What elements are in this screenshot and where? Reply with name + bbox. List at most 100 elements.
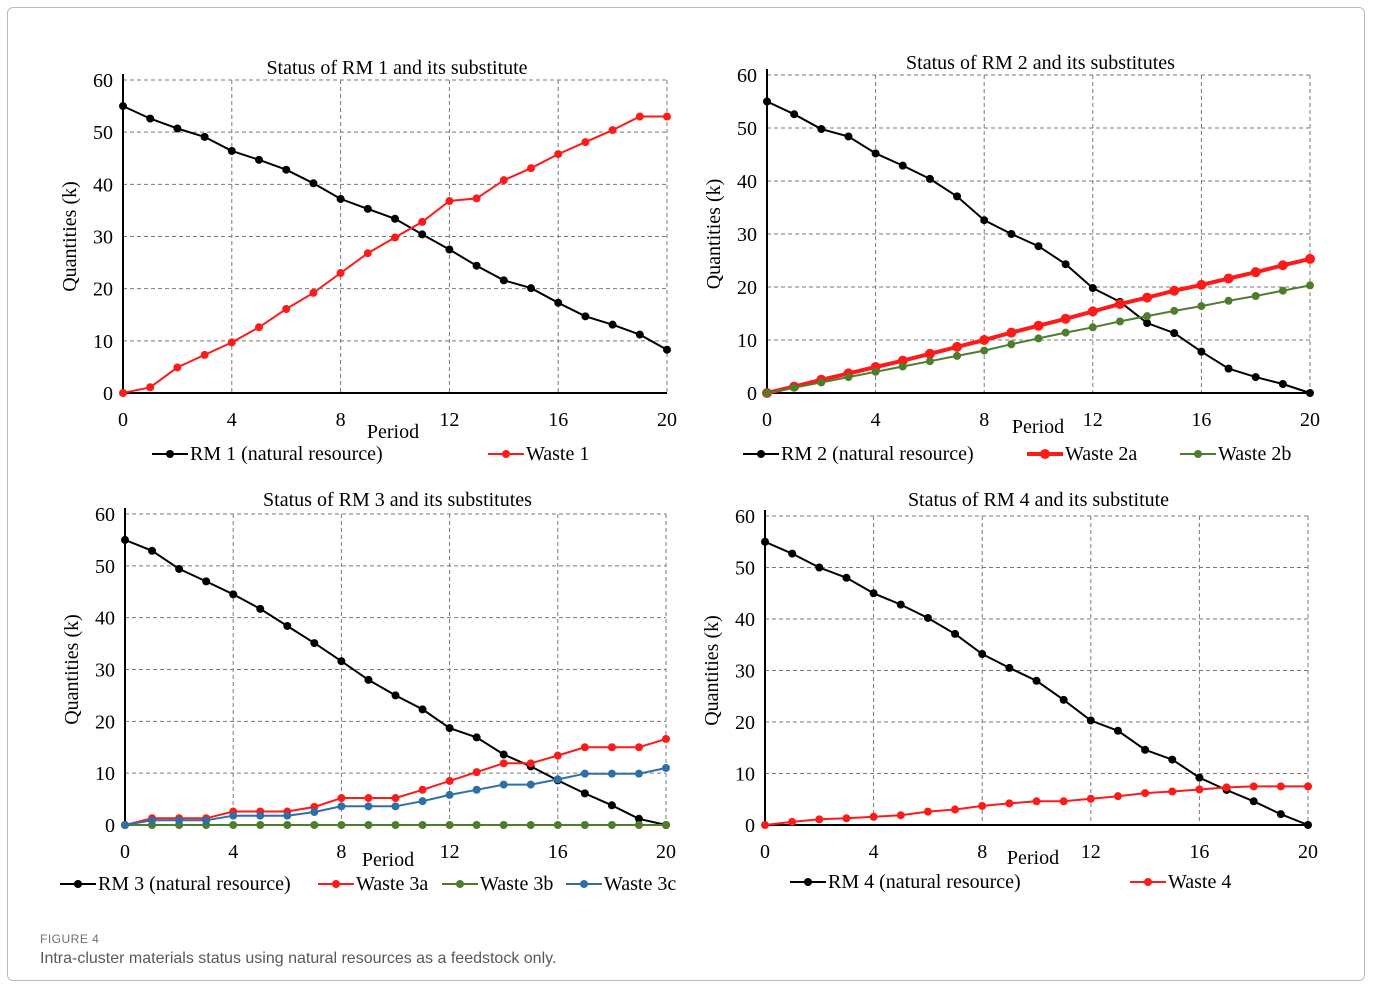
data-point xyxy=(1304,782,1312,791)
x-tick-label: 20 xyxy=(656,841,676,863)
data-point xyxy=(662,734,670,743)
x-tick-label: 20 xyxy=(1300,409,1320,431)
data-point xyxy=(418,217,427,226)
data-point xyxy=(978,650,987,659)
y-tick-label: 50 xyxy=(735,558,755,580)
data-point xyxy=(980,346,989,355)
data-point xyxy=(119,389,127,397)
data-point xyxy=(363,249,372,258)
data-point xyxy=(445,197,454,206)
legend-marker xyxy=(166,450,174,458)
data-point xyxy=(1196,279,1207,290)
data-point xyxy=(337,802,346,811)
legend-label: RM 1 (natural resource) xyxy=(190,443,383,465)
legend-label: Waste 2b xyxy=(1218,443,1291,465)
y-tick-label: 20 xyxy=(735,712,755,734)
legend-item: Waste 1 xyxy=(488,443,589,465)
data-point xyxy=(581,312,590,321)
data-point xyxy=(1113,792,1122,801)
data-point xyxy=(1005,663,1014,672)
x-tick-label: 8 xyxy=(336,409,346,431)
data-point xyxy=(499,750,508,759)
data-point xyxy=(817,125,826,134)
x-tick-label: 4 xyxy=(869,841,879,863)
data-point xyxy=(227,146,236,155)
y-tick-label: 50 xyxy=(737,118,757,140)
data-point xyxy=(608,126,617,135)
x-tick-label: 12 xyxy=(439,409,459,431)
legend-marker xyxy=(804,878,812,886)
data-point xyxy=(1170,306,1179,315)
data-point xyxy=(923,613,932,622)
data-point xyxy=(925,174,934,183)
x-tick-label: 4 xyxy=(227,409,237,431)
data-point xyxy=(1278,379,1287,388)
data-point xyxy=(842,814,851,823)
data-point xyxy=(1169,285,1180,296)
x-tick-label: 12 xyxy=(1081,841,1101,863)
data-point xyxy=(607,821,616,829)
data-point xyxy=(788,817,797,826)
x-tick-label: 8 xyxy=(977,841,987,863)
y-tick-label: 0 xyxy=(745,815,755,837)
data-point xyxy=(472,785,481,794)
data-point xyxy=(1032,797,1041,806)
chart-panel-1: 0 10 20 30 40 50 60 0 4 8 12 16 20 Status of RM 1 and… xyxy=(59,57,677,465)
legend-item: Waste 3a xyxy=(318,873,428,895)
data-point xyxy=(581,138,590,147)
data-point xyxy=(499,821,508,829)
series-waste-1 xyxy=(119,112,671,397)
series-line xyxy=(124,738,667,826)
x-tick-label: 12 xyxy=(1083,409,1103,431)
data-point xyxy=(663,345,671,354)
data-point xyxy=(871,149,880,158)
data-point xyxy=(817,378,826,387)
data-point xyxy=(445,724,454,733)
data-point xyxy=(1249,782,1258,791)
y-tick-label: 0 xyxy=(747,383,757,405)
legend-label: RM 2 (natural resource) xyxy=(781,443,974,465)
data-point xyxy=(526,780,535,789)
data-point xyxy=(310,639,319,648)
x-tick-label: 8 xyxy=(336,841,346,863)
data-point xyxy=(1222,783,1231,792)
x-tick-label: 8 xyxy=(979,409,989,431)
data-point xyxy=(763,389,771,397)
y-tick-label: 20 xyxy=(737,277,757,299)
data-point xyxy=(418,705,427,714)
x-axis-label: Period xyxy=(362,849,414,871)
data-point xyxy=(1276,782,1285,791)
data-point xyxy=(1224,296,1233,305)
figure-frame xyxy=(7,7,1365,981)
data-point xyxy=(925,357,934,366)
data-point xyxy=(1086,716,1095,725)
y-axis-label: Quantities (k) xyxy=(701,615,723,726)
data-point xyxy=(761,821,769,829)
data-point xyxy=(526,759,535,768)
data-point xyxy=(842,573,851,582)
data-point xyxy=(499,176,508,185)
data-point xyxy=(1224,364,1233,373)
data-point xyxy=(364,821,373,829)
data-point xyxy=(1143,312,1152,321)
data-point xyxy=(472,733,481,742)
x-tick-label: 16 xyxy=(548,409,568,431)
data-point xyxy=(1006,327,1017,338)
series-waste-4 xyxy=(761,782,1312,829)
legend-item: Waste 3b xyxy=(442,873,553,895)
data-point xyxy=(608,320,617,329)
legend-marker xyxy=(74,880,82,888)
chart-title: Status of RM 1 and its substitute xyxy=(266,57,527,79)
data-point xyxy=(229,821,238,829)
data-point xyxy=(1114,298,1125,309)
chart-panel-4: 0 10 20 30 40 50 60 0 4 8 12 16 20 Status of RM 4 and… xyxy=(701,489,1318,893)
x-axis-label: Period xyxy=(1007,847,1059,869)
data-point xyxy=(1251,292,1260,301)
data-point xyxy=(554,298,563,307)
data-point xyxy=(553,821,562,829)
data-point xyxy=(148,816,157,825)
y-tick-label: 40 xyxy=(95,608,115,630)
y-tick-label: 30 xyxy=(735,661,755,683)
y-tick-label: 60 xyxy=(735,506,755,528)
data-point xyxy=(337,657,346,666)
